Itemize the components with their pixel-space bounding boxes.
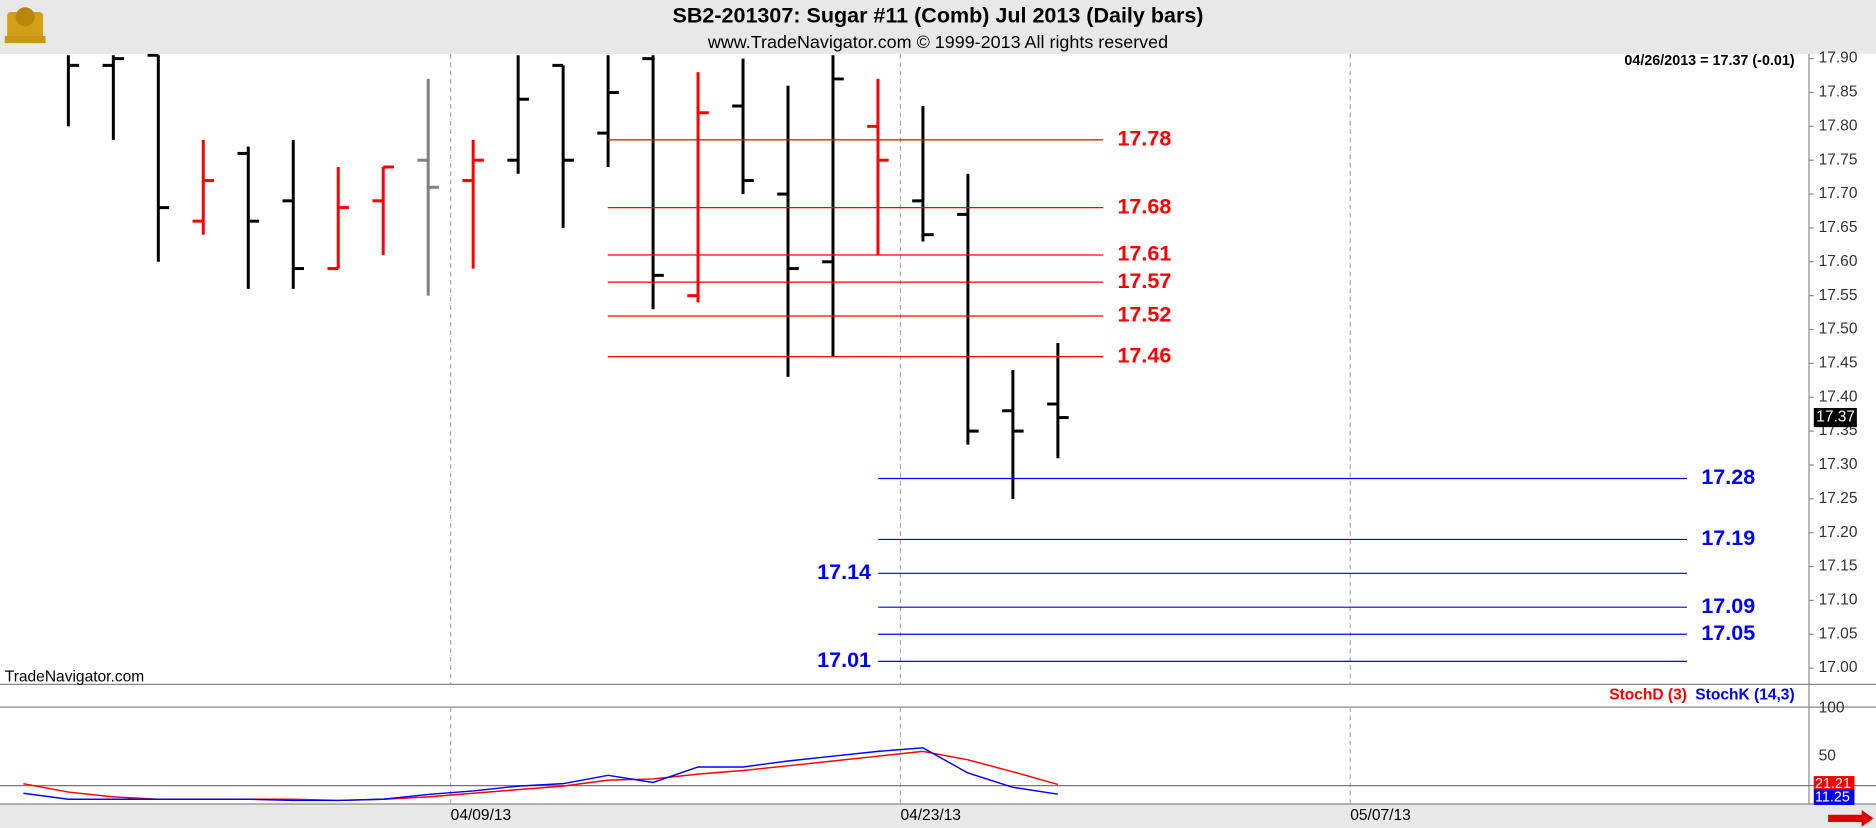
- level-label: 17.57: [1117, 269, 1171, 293]
- y-tick-label: 17.70: [1819, 185, 1858, 202]
- level-label: 17.28: [1701, 465, 1755, 489]
- last-value-label: 21.21: [1815, 776, 1851, 792]
- last-price-badge: [1813, 407, 1857, 428]
- x-tick-label: 04/09/13: [451, 807, 512, 824]
- y-tick-label: 17.50: [1819, 321, 1858, 338]
- y-tick-label: 17.00: [1819, 659, 1858, 676]
- stoch-line: [23, 747, 1058, 802]
- last-value-badge: [1813, 776, 1855, 792]
- level-label: 17.68: [1117, 194, 1171, 218]
- last-price-label: 04/26/2013 = 17.37 (-0.01): [1624, 53, 1794, 69]
- y-tick-label: 17.65: [1819, 219, 1858, 236]
- chart-title: SB2-201307: Sugar #11 (Comb) Jul 2013 (D…: [673, 3, 1204, 27]
- y-tick-label: 17.60: [1819, 253, 1858, 270]
- scroll-arrow[interactable]: [1828, 810, 1874, 827]
- level-label: 17.14: [817, 560, 871, 584]
- y-tick-label: 17.80: [1819, 117, 1858, 134]
- y-tick-label: 100: [1819, 699, 1845, 716]
- y-tick-label: 50: [1819, 747, 1837, 764]
- legend-entry: StochK (14,3): [1695, 686, 1794, 703]
- y-tick-label: 17.45: [1819, 354, 1858, 371]
- y-tick-label: 17.30: [1819, 456, 1858, 473]
- axis-bg: [1809, 53, 1876, 828]
- y-tick-label: 17.90: [1819, 50, 1858, 67]
- y-tick-label: 17.20: [1819, 524, 1858, 541]
- chart-subtitle: www.TradeNavigator.com © 1999-2013 All r…: [707, 32, 1168, 52]
- level-label: 17.61: [1117, 242, 1171, 266]
- y-tick-label: 17.40: [1819, 388, 1858, 405]
- level-label: 17.05: [1701, 621, 1755, 645]
- last-price-value: 17.37: [1816, 409, 1855, 426]
- y-tick-label: 17.75: [1819, 151, 1858, 168]
- logo: [4, 7, 46, 44]
- level-label: 17.09: [1701, 594, 1755, 618]
- y-tick-label: 17.15: [1819, 558, 1858, 575]
- y-tick-label: 17.85: [1819, 84, 1858, 101]
- level-label: 17.52: [1117, 303, 1171, 327]
- level-label: 17.19: [1701, 526, 1755, 550]
- level-label: 17.01: [817, 648, 871, 672]
- stoch-line: [23, 750, 1059, 802]
- header-bg: [0, 0, 1876, 54]
- legend-entry: StochD (3): [1609, 686, 1687, 703]
- x-tick-label: 04/23/13: [900, 807, 961, 824]
- y-tick-label: 17.25: [1819, 490, 1858, 507]
- y-tick-label: 17.10: [1819, 592, 1858, 609]
- last-value-label: 11.25: [1815, 790, 1850, 806]
- y-tick-label: 17.05: [1819, 625, 1858, 642]
- date-axis-bg: [0, 804, 1876, 828]
- level-label: 17.46: [1117, 343, 1171, 367]
- x-tick-label: 05/07/13: [1350, 807, 1411, 824]
- last-value-badge: [1813, 789, 1855, 805]
- watermark: TradeNavigator.com: [5, 668, 144, 685]
- y-tick-label: 17.55: [1819, 287, 1858, 304]
- level-label: 17.78: [1117, 127, 1171, 151]
